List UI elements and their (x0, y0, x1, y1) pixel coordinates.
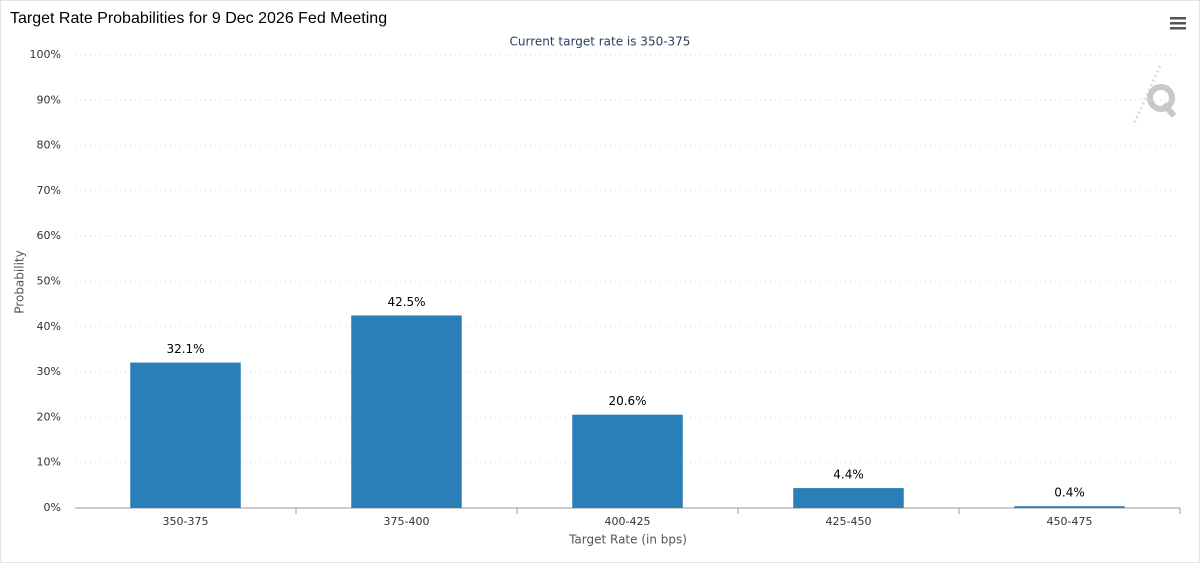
y-tick-label: 10% (37, 456, 61, 469)
chart-title: Target Rate Probabilities for 9 Dec 2026… (10, 10, 387, 27)
data-label: 20.6% (608, 394, 646, 408)
menu-bar (1170, 27, 1186, 30)
menu-icon[interactable] (1170, 17, 1186, 30)
bar (793, 488, 904, 508)
data-label: 0.4% (1054, 486, 1085, 500)
y-tick-label: 50% (37, 275, 61, 288)
y-tick-label: 20% (37, 410, 61, 423)
bar (572, 414, 683, 508)
x-tick-label: 425-450 (826, 515, 872, 528)
logo-q-tail (1161, 102, 1177, 118)
menu-bar (1170, 22, 1186, 25)
menu-bar (1170, 17, 1186, 20)
y-tick-label: 80% (37, 139, 61, 152)
logo-stripes (1132, 65, 1162, 125)
x-tick-label: 350-375 (163, 515, 209, 528)
y-tick-label: 90% (37, 93, 61, 106)
bar (351, 315, 462, 508)
bar (130, 362, 241, 508)
y-axis-title: Probability (13, 250, 27, 313)
y-tick-label: 40% (37, 320, 61, 333)
data-label: 32.1% (166, 342, 204, 356)
y-tick-label: 100% (30, 48, 61, 61)
chart-subtitle: Current target rate is 350-375 (510, 35, 691, 49)
y-tick-label: 0% (44, 501, 61, 514)
data-label: 4.4% (833, 468, 864, 482)
y-tick-label: 60% (37, 229, 61, 242)
logo-q (1147, 84, 1175, 112)
bar (1014, 506, 1125, 508)
x-tick-label: 400-425 (605, 515, 651, 528)
x-tick-label: 375-400 (384, 515, 430, 528)
y-tick-label: 30% (37, 365, 61, 378)
x-axis-title: Target Rate (in bps) (568, 533, 687, 547)
x-tick-label: 450-475 (1047, 515, 1093, 528)
data-label: 42.5% (387, 295, 425, 309)
y-tick-label: 70% (37, 184, 61, 197)
logo (1132, 65, 1177, 125)
